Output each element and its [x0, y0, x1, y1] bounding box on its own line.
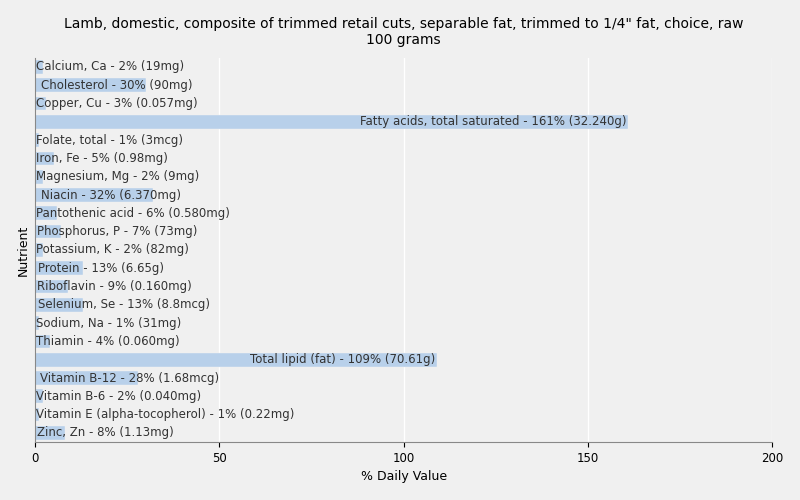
Text: Niacin - 32% (6.370mg): Niacin - 32% (6.370mg): [41, 188, 181, 202]
Text: Copper, Cu - 3% (0.057mg): Copper, Cu - 3% (0.057mg): [36, 97, 198, 110]
Bar: [35, 206, 58, 220]
Bar: [35, 408, 39, 422]
X-axis label: % Daily Value: % Daily Value: [361, 470, 446, 484]
Bar: [35, 353, 437, 366]
Bar: [35, 243, 42, 257]
Text: Vitamin B-6 - 2% (0.040mg): Vitamin B-6 - 2% (0.040mg): [36, 390, 202, 403]
Bar: [35, 152, 54, 166]
Text: Riboflavin - 9% (0.160mg): Riboflavin - 9% (0.160mg): [37, 280, 192, 293]
Bar: [35, 115, 629, 128]
Text: Total lipid (fat) - 109% (70.61g): Total lipid (fat) - 109% (70.61g): [250, 353, 435, 366]
Text: Thiamin - 4% (0.060mg): Thiamin - 4% (0.060mg): [36, 335, 180, 348]
Bar: [35, 96, 46, 110]
Text: Cholesterol - 30% (90mg): Cholesterol - 30% (90mg): [41, 78, 192, 92]
Bar: [35, 426, 65, 440]
Bar: [35, 133, 39, 147]
Title: Lamb, domestic, composite of trimmed retail cuts, separable fat, trimmed to 1/4": Lamb, domestic, composite of trimmed ret…: [64, 16, 743, 47]
Bar: [35, 316, 39, 330]
Bar: [35, 390, 42, 403]
Text: Potassium, K - 2% (82mg): Potassium, K - 2% (82mg): [36, 244, 190, 256]
Bar: [35, 224, 61, 238]
Text: Protein - 13% (6.65g): Protein - 13% (6.65g): [38, 262, 164, 274]
Text: Vitamin E (alpha-tocopherol) - 1% (0.22mg): Vitamin E (alpha-tocopherol) - 1% (0.22m…: [36, 408, 294, 421]
Bar: [35, 280, 68, 293]
Bar: [35, 60, 42, 74]
Text: Calcium, Ca - 2% (19mg): Calcium, Ca - 2% (19mg): [36, 60, 185, 74]
Text: Zinc, Zn - 8% (1.13mg): Zinc, Zn - 8% (1.13mg): [37, 426, 174, 440]
Bar: [35, 298, 83, 312]
Bar: [35, 371, 138, 385]
Text: Iron, Fe - 5% (0.98mg): Iron, Fe - 5% (0.98mg): [36, 152, 168, 165]
Text: Pantothenic acid - 6% (0.580mg): Pantothenic acid - 6% (0.580mg): [36, 207, 230, 220]
Y-axis label: Nutrient: Nutrient: [17, 224, 30, 276]
Bar: [35, 170, 42, 183]
Text: Magnesium, Mg - 2% (9mg): Magnesium, Mg - 2% (9mg): [36, 170, 199, 183]
Bar: [35, 188, 153, 202]
Text: Folate, total - 1% (3mcg): Folate, total - 1% (3mcg): [36, 134, 183, 146]
Text: Fatty acids, total saturated - 161% (32.240g): Fatty acids, total saturated - 161% (32.…: [360, 116, 626, 128]
Text: Phosphorus, P - 7% (73mg): Phosphorus, P - 7% (73mg): [37, 225, 197, 238]
Text: Sodium, Na - 1% (31mg): Sodium, Na - 1% (31mg): [36, 316, 182, 330]
Text: Selenium, Se - 13% (8.8mcg): Selenium, Se - 13% (8.8mcg): [38, 298, 210, 312]
Bar: [35, 78, 146, 92]
Bar: [35, 262, 83, 275]
Text: Vitamin B-12 - 28% (1.68mcg): Vitamin B-12 - 28% (1.68mcg): [40, 372, 219, 384]
Bar: [35, 334, 50, 348]
